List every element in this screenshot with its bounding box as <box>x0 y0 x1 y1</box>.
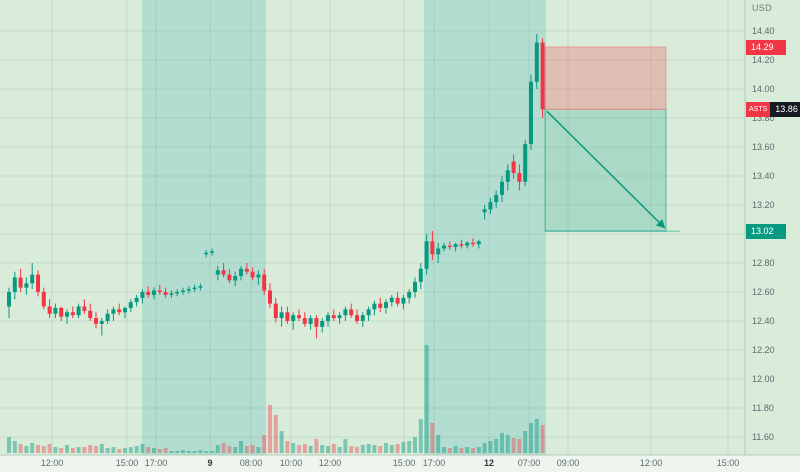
volume-bars <box>7 345 545 453</box>
svg-text:17:00: 17:00 <box>423 458 446 468</box>
target-price-badge: 13.02 <box>746 224 786 239</box>
svg-text:15:00: 15:00 <box>717 458 740 468</box>
svg-text:12:00: 12:00 <box>41 458 64 468</box>
svg-text:14.20: 14.20 <box>752 55 775 65</box>
svg-text:08:00: 08:00 <box>240 458 263 468</box>
svg-text:11.60: 11.60 <box>752 432 774 442</box>
svg-text:13.80: 13.80 <box>752 113 775 123</box>
currency-label: USD <box>752 3 772 13</box>
svg-text:13.20: 13.20 <box>752 200 775 210</box>
svg-text:09:00: 09:00 <box>557 458 580 468</box>
svg-text:12.60: 12.60 <box>752 287 775 297</box>
svg-text:17:00: 17:00 <box>145 458 168 468</box>
svg-text:9: 9 <box>207 458 212 468</box>
stop-price-badge: 14.29 <box>746 40 786 55</box>
svg-text:15:00: 15:00 <box>393 458 416 468</box>
session-highlight-bands <box>142 0 546 455</box>
risk-zone <box>544 46 667 110</box>
symbol-chip: ASTS <box>746 102 771 117</box>
svg-text:11.80: 11.80 <box>752 403 774 413</box>
svg-text:07:00: 07:00 <box>518 458 541 468</box>
candles <box>7 33 545 339</box>
svg-text:13.40: 13.40 <box>752 171 775 181</box>
grid-lines <box>0 0 745 455</box>
svg-text:14.40: 14.40 <box>752 26 775 36</box>
svg-text:12:00: 12:00 <box>640 458 663 468</box>
last-price-badge: ASTS 13.86 <box>746 102 800 117</box>
svg-text:12:00: 12:00 <box>319 458 342 468</box>
svg-text:12.80: 12.80 <box>752 258 775 268</box>
target-arrow <box>546 110 666 229</box>
svg-text:15:00: 15:00 <box>116 458 139 468</box>
last-price-value: 13.86 <box>770 102 800 117</box>
svg-text:12.40: 12.40 <box>752 316 775 326</box>
time-axis[interactable]: 12:00 15:00 17:00 9 08:00 10:00 12:00 15:00 17:0… <box>41 458 740 468</box>
risk-reward-tool[interactable] <box>544 46 680 232</box>
svg-text:12.20: 12.20 <box>752 345 775 355</box>
time-axis-strip <box>0 455 800 472</box>
svg-text:12: 12 <box>484 458 494 468</box>
svg-text:13.60: 13.60 <box>752 142 775 152</box>
svg-text:14.00: 14.00 <box>752 84 775 94</box>
svg-text:10:00: 10:00 <box>280 458 303 468</box>
svg-text:12.00: 12.00 <box>752 374 775 384</box>
